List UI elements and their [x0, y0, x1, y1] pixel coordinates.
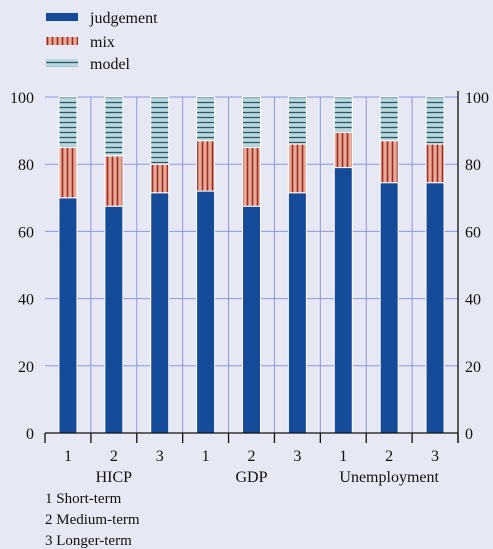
legend-swatch-model: [46, 59, 78, 67]
x-tick-label: 3: [156, 448, 164, 465]
x-tick-label: 2: [385, 448, 393, 465]
x-group-label: GDP: [235, 469, 267, 486]
bar-judgement-9: [425, 182, 445, 434]
bar-mix-6: [287, 143, 307, 194]
x-group-label: HICP: [96, 469, 133, 486]
legend-swatch-mix: [46, 37, 78, 45]
y-tick-label-right: 100: [465, 90, 489, 107]
x-tick-label: 2: [110, 448, 118, 465]
bar-model-3: [150, 96, 170, 165]
y-tick-label-left: 0: [26, 426, 34, 443]
footnote-3: 3 Longer-term: [45, 533, 132, 549]
legend: judgement mix model: [46, 10, 158, 73]
legend-label-model: model: [90, 56, 131, 73]
bar-model-8: [379, 96, 399, 142]
bar-judgement-8: [379, 182, 399, 434]
footnotes: 1 Short-term 2 Medium-term 3 Longer-term: [45, 491, 140, 549]
legend-label-judgement: judgement: [89, 10, 158, 27]
y-tick-label-left: 80: [18, 157, 34, 174]
bar-judgement-5: [242, 205, 261, 434]
x-tick-label: 1: [202, 448, 210, 465]
bar-judgement-7: [333, 167, 353, 434]
y-tick-label-left: 60: [18, 224, 34, 241]
y-tick-label-right: 0: [465, 426, 473, 443]
bars: [58, 96, 445, 434]
y-tick-label-right: 20: [465, 359, 481, 376]
bar-mix-9: [425, 143, 445, 184]
x-tick-label: 3: [431, 448, 439, 465]
bar-judgement-1: [58, 197, 78, 434]
x-tick-label: 1: [339, 448, 347, 465]
bar-model-7: [333, 96, 353, 133]
bar-model-2: [104, 96, 124, 157]
bar-judgement-4: [196, 190, 216, 434]
x-tick-label: 3: [293, 448, 301, 465]
y-axis-left-labels: 0 20 40 60 80 100: [10, 90, 34, 443]
y-axis-right-labels: 0 20 40 60 80 100: [465, 90, 489, 443]
x-axis-group-labels: HICP GDP Unemployment: [96, 469, 440, 486]
y-tick-label-right: 40: [465, 292, 481, 309]
bar-model-9: [425, 96, 445, 145]
bar-judgement-2: [104, 205, 124, 434]
bar-mix-8: [379, 140, 399, 184]
x-axis-labels: 1 2 3 1 2 3 1 2 3: [64, 448, 439, 465]
y-tick-label-left: 40: [18, 292, 34, 309]
x-tick-label: 1: [64, 448, 72, 465]
bar-mix-7: [333, 131, 353, 169]
bar-judgement-3: [150, 192, 170, 434]
bar-model-6: [287, 96, 307, 145]
axes: [44, 91, 459, 443]
bar-mix-1: [58, 146, 78, 199]
x-group-label: Unemployment: [339, 469, 439, 486]
bar-judgement-6: [287, 192, 307, 434]
y-tick-label-right: 80: [465, 157, 481, 174]
bar-mix-2: [104, 155, 124, 207]
y-tick-label-left: 100: [10, 90, 34, 107]
bar-mix-4: [196, 140, 216, 192]
y-tick-label-right: 60: [465, 224, 481, 241]
bar-mix-3: [150, 163, 170, 194]
x-tick-label: 2: [248, 448, 256, 465]
footnote-1: 1 Short-term: [45, 491, 122, 507]
y-tick-label-left: 20: [18, 359, 34, 376]
bar-mix-5: [242, 146, 261, 207]
bar-model-5: [242, 96, 261, 148]
bar-model-1: [58, 96, 78, 148]
footnote-2: 2 Medium-term: [45, 512, 140, 528]
legend-swatch-judgement: [46, 13, 78, 21]
bar-model-4: [196, 96, 216, 142]
legend-label-mix: mix: [90, 34, 115, 51]
